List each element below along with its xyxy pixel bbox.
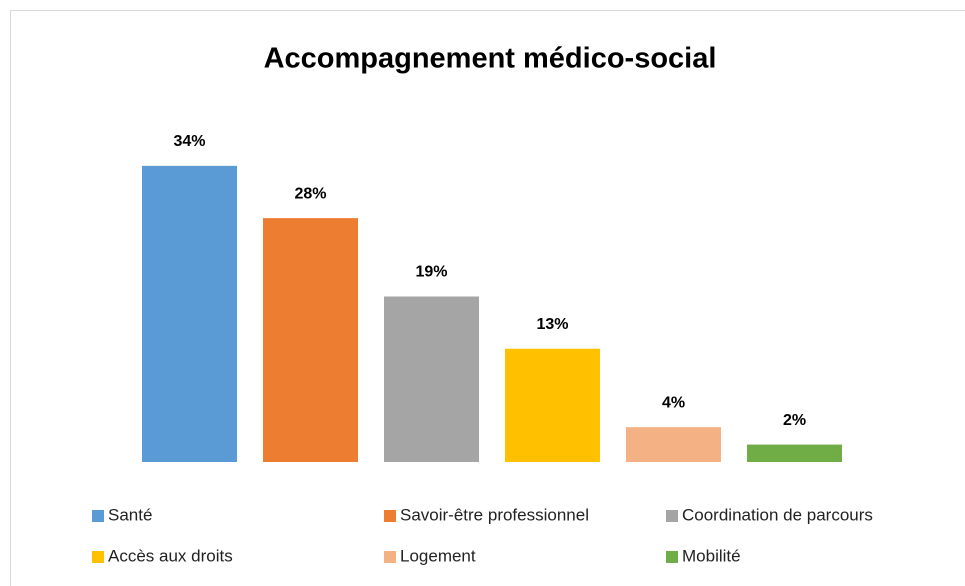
legend-swatch: [666, 510, 678, 522]
bar: [142, 165, 237, 463]
legend-label: Mobilité: [682, 546, 741, 565]
bar: [384, 296, 479, 462]
bar: [505, 348, 600, 462]
value-label: 13%: [536, 316, 568, 333]
value-label: 19%: [415, 264, 447, 281]
legend-swatch: [666, 551, 678, 563]
legend-label: Coordination de parcours: [682, 505, 873, 524]
chart-title: Accompagnement médico-social: [264, 43, 717, 75]
legend-label: Savoir-être professionnel: [400, 505, 589, 524]
legend-swatch: [384, 510, 396, 522]
legend-label: Logement: [400, 546, 476, 565]
value-label: 34%: [173, 133, 205, 150]
legend-label: Santé: [108, 505, 152, 524]
legend-swatch: [92, 510, 104, 522]
bar: [626, 427, 721, 462]
legend-swatch: [384, 551, 396, 563]
bar: [747, 444, 842, 462]
value-label: 2%: [783, 412, 806, 429]
bar: [263, 218, 358, 462]
value-label: 4%: [662, 394, 685, 411]
legend-swatch: [92, 551, 104, 563]
value-label: 28%: [294, 185, 326, 202]
legend-label: Accès aux droits: [108, 546, 233, 565]
